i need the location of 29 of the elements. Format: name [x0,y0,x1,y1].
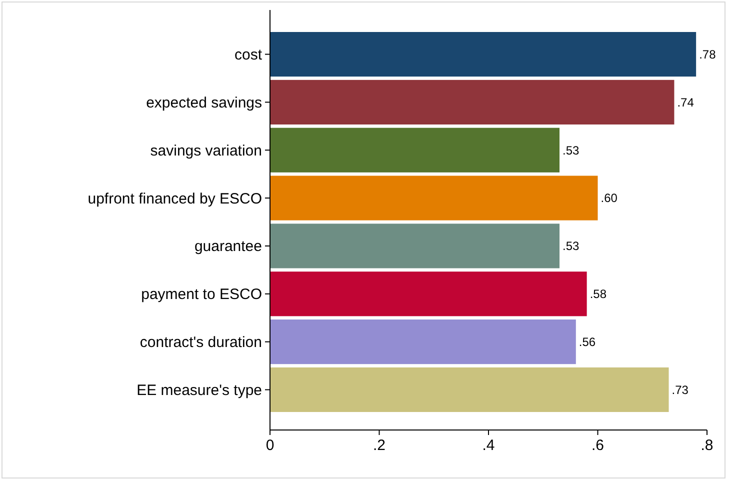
bar [270,224,560,268]
y-tick-label: expected savings [146,94,262,112]
bar [270,128,560,172]
x-tick-label: .6 [591,437,604,454]
y-tick-label: savings variation [150,142,262,160]
x-tick-label: .2 [372,437,386,454]
x-tick-label: .8 [700,437,714,454]
y-tick-label: guarantee [194,238,262,256]
x-tick-label: 0 [266,437,274,454]
data-label: .60 [600,191,618,206]
y-tick-label: EE measure's type [136,382,262,399]
bar [270,272,587,316]
data-label: .78 [699,47,716,62]
x-tick-label: .4 [482,437,495,454]
bar [270,32,696,77]
y-tick-label: contract's duration [140,334,262,352]
data-label: .58 [590,287,607,302]
data-label: .56 [578,335,596,349]
bar [270,320,576,364]
data-label: .73 [672,382,689,397]
bar [270,367,669,412]
bar [270,80,674,124]
data-label: .53 [562,239,580,254]
data-label: .53 [562,143,580,158]
y-tick-label: cost [234,46,263,64]
y-tick-label: upfront financed by ESCO [88,190,262,208]
data-label: .74 [677,95,694,110]
bar [270,176,598,220]
y-tick-label: payment to ESCO [141,286,262,304]
